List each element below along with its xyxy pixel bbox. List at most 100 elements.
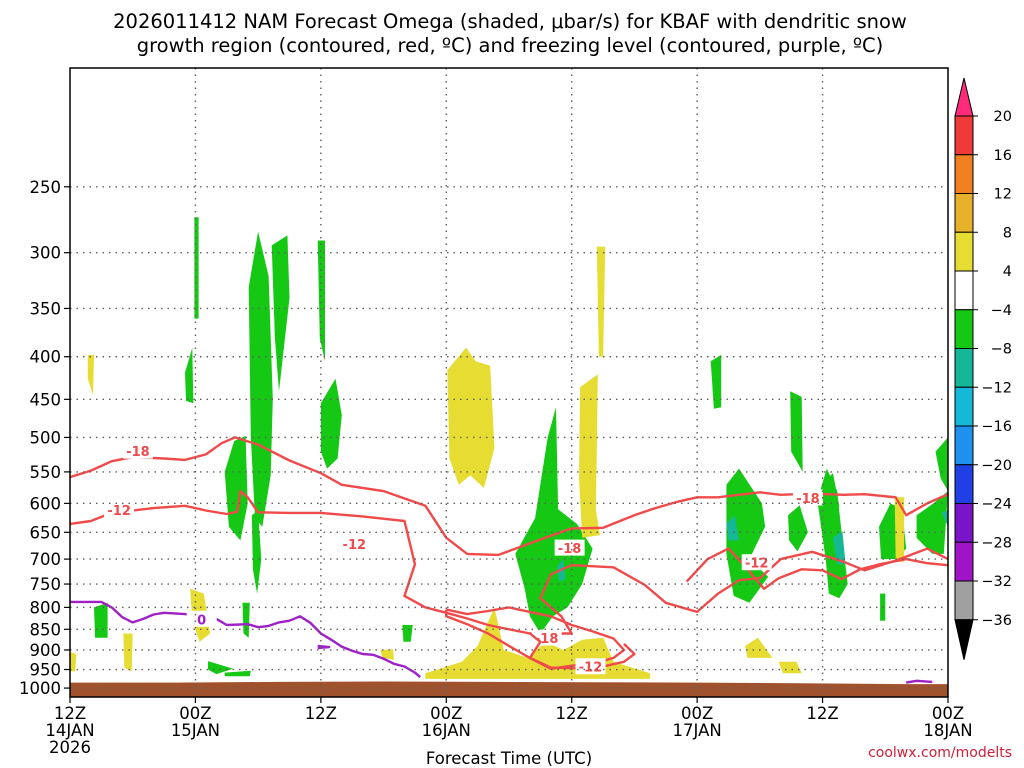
omega-region-35	[894, 497, 905, 562]
y-tick-label-800: 800	[30, 598, 62, 617]
y-tick-label-550: 550	[30, 463, 62, 482]
colorbar-label-13: −36	[981, 613, 1012, 629]
x-tick-label-36-1: 16JAN	[422, 721, 471, 740]
omega-region-1	[248, 231, 273, 527]
omega-region-17	[788, 505, 808, 552]
y-tick-label-900: 900	[30, 641, 62, 660]
x-tick-label-0-2: 2026	[49, 738, 91, 757]
colorbar-swatch-9	[954, 464, 974, 504]
x-tick-label-0-0: 12Z	[54, 704, 86, 723]
colorbar-label-1: 16	[994, 148, 1012, 164]
x-tick-label-12-0: 00Z	[179, 704, 211, 723]
omega-region-24	[447, 347, 495, 488]
contour-label-bg-3	[741, 554, 772, 571]
contour-label-5: -12	[579, 661, 603, 676]
colorbar-swatch-11	[954, 541, 974, 582]
contour-line-4	[445, 606, 626, 670]
colorbar-label-0: 20	[994, 109, 1012, 125]
x-tick-label-48-0: 12Z	[556, 704, 588, 723]
grid-lines	[70, 68, 948, 697]
plot-frame	[69, 67, 949, 698]
colorbar-swatch-0	[954, 115, 974, 156]
y-tick-label-400: 400	[30, 348, 62, 367]
omega-region-19	[916, 491, 948, 554]
contour-label-8: 0	[197, 613, 206, 628]
omega-region-12	[402, 625, 413, 642]
y-tick-label-350: 350	[30, 299, 62, 318]
chart-title-line-2: growth region (contoured, red, ºC) and f…	[137, 34, 884, 57]
contour-label-bg-2	[339, 535, 370, 552]
x-tick-label-36-0: 00Z	[430, 704, 462, 723]
contour-line-9	[317, 644, 331, 650]
x-tick-label-60-1: 17JAN	[673, 721, 722, 740]
omega-region-6	[317, 240, 325, 362]
colorbar-bottom-triangle	[954, 619, 974, 660]
x-tick-label-84-0: 00Z	[932, 704, 964, 723]
omega-region-0	[224, 436, 248, 541]
colorbar-swatch-4	[954, 270, 974, 311]
colorbar-label-11: −28	[981, 535, 1012, 551]
colorbar-label-7: −12	[981, 380, 1012, 396]
contour-label-6: -18	[558, 542, 582, 557]
omega-region-14	[710, 354, 722, 409]
contour-label-bg-6	[554, 539, 585, 556]
colorbar-label-10: −24	[981, 497, 1012, 513]
y-tick-label-750: 750	[30, 575, 62, 594]
omega-region-2	[271, 235, 290, 392]
contour-label-0: -18	[126, 445, 150, 460]
colorbar-swatch-10	[954, 503, 974, 543]
y-tick-label-1000: 1000	[19, 679, 61, 698]
omega-region-5	[194, 217, 199, 319]
y-tick-label-500: 500	[30, 428, 62, 447]
colorbar: 20 16 12 8 4 −4 −8 −12 −16 −20 −24 −28 −32 −36	[954, 77, 1012, 660]
omega-region-13	[515, 407, 593, 634]
omega-region-29	[123, 633, 133, 672]
colorbar-label-4: 4	[1003, 264, 1012, 280]
y-tick-label-700: 700	[30, 550, 62, 569]
x-tick-label-0-1: 14JAN	[45, 721, 94, 740]
contour-line-8	[70, 600, 421, 679]
x-tick-label-24-0: 12Z	[305, 704, 337, 723]
colorbar-label-9: −20	[981, 458, 1012, 474]
omega-region-21	[790, 391, 803, 472]
contour-line-10	[905, 679, 933, 684]
terrain-fill	[70, 681, 948, 697]
y-tick-label-950: 950	[30, 661, 62, 680]
colorbar-swatch-5	[954, 309, 974, 349]
y-tick-label-250: 250	[30, 178, 62, 197]
omega-region-20	[935, 437, 948, 492]
omega-region-4	[185, 347, 194, 404]
omega-region-37	[726, 515, 739, 541]
omega-region-22	[822, 473, 840, 513]
contour-label-bg-0	[122, 442, 153, 459]
x-tick-label-12-1: 15JAN	[171, 721, 220, 740]
colorbar-top-triangle	[954, 77, 974, 117]
contour-label-2: -12	[343, 538, 367, 553]
contour-label-1: -12	[107, 504, 131, 519]
contour-line-3	[685, 547, 948, 590]
colorbar-label-8: −16	[981, 419, 1012, 435]
contour-label-bg-7	[792, 489, 823, 506]
colorbar-swatch-12	[954, 580, 974, 621]
contour-line-1	[70, 489, 948, 635]
omega-region-27	[87, 354, 94, 396]
colorbar-swatch-3	[954, 231, 974, 272]
omega-region-38	[833, 531, 846, 565]
colorbar-swatch-2	[954, 193, 974, 233]
y-tick-label-650: 650	[30, 523, 62, 542]
omega-region-11	[242, 602, 250, 638]
omega-region-39	[941, 510, 948, 527]
omega-region-32	[380, 649, 394, 660]
omega-region-34	[778, 661, 802, 674]
omega-region-3	[251, 510, 262, 594]
colorbar-swatch-8	[954, 425, 974, 466]
plot-clip-group: -18-12-12-12-18-12-18-180	[70, 217, 948, 697]
omega-region-10	[224, 670, 251, 677]
y-tick-label-300: 300	[30, 244, 62, 263]
omega-region-26	[596, 246, 606, 357]
y-tick-label-850: 850	[30, 620, 62, 639]
contour-label-bg-1	[104, 501, 135, 518]
contour-label-3: -12	[745, 557, 769, 572]
contour-label-7: -18	[796, 492, 820, 507]
